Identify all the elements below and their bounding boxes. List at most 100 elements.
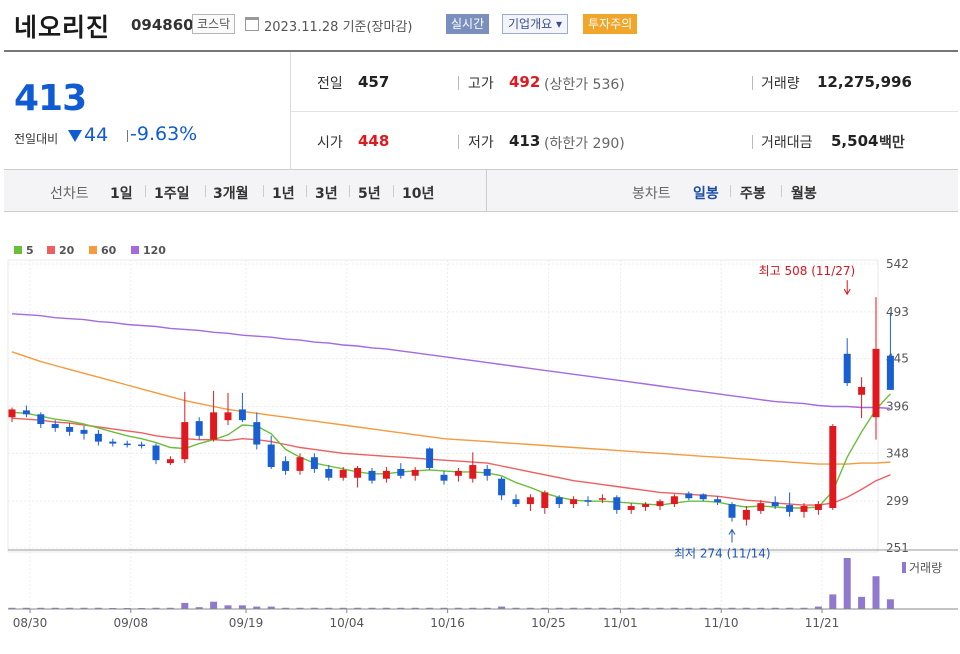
line-chart-label: 선차트 xyxy=(50,186,89,202)
candle-body xyxy=(253,422,261,445)
volume-bar xyxy=(267,606,275,609)
y-tick-label: 348 xyxy=(886,446,909,460)
volume-bar xyxy=(526,607,534,609)
tab-monthly[interactable]: 월봉 xyxy=(791,186,817,202)
tab-1d[interactable]: 1일 xyxy=(110,186,133,202)
volume-bar xyxy=(800,607,808,609)
stock-code: 094860 xyxy=(131,16,194,34)
tab-3m[interactable]: 3개월 xyxy=(213,186,249,202)
low-label: 저가 xyxy=(468,135,494,151)
chart-period-tabs: 선차트 1일 1주일 3개월 1년 3년 5년 10년 봉차트 일봉 주봉 월봉 xyxy=(4,170,958,212)
candle-body xyxy=(829,426,837,508)
lower-limit: (하한가 290) xyxy=(544,136,625,152)
candle-body xyxy=(627,506,635,510)
tab-weekly[interactable]: 주봉 xyxy=(740,186,766,202)
volume-bar xyxy=(886,599,894,609)
legend-swatch xyxy=(14,246,22,254)
ma5-line xyxy=(11,393,891,509)
price-summary: 413 전일대비 44 -9.63% 전일 457 고가 492 (상한가 53… xyxy=(4,50,958,170)
tab-3y[interactable]: 3년 xyxy=(315,186,338,202)
volume-bar xyxy=(512,607,520,609)
tab-1w[interactable]: 1주일 xyxy=(154,186,190,202)
ma120-line xyxy=(11,313,891,410)
tab-divider xyxy=(205,185,206,197)
candle-body xyxy=(94,433,102,442)
candle-body xyxy=(800,506,808,512)
chart-annotations: 최고 508 (11/27) 최저 274 (11/14) xyxy=(674,264,855,560)
tab-10y[interactable]: 10년 xyxy=(402,186,435,202)
high-value: 492 xyxy=(509,73,541,91)
candle-body xyxy=(886,355,894,390)
high-label: 고가 xyxy=(468,76,494,92)
volume-bar xyxy=(469,607,477,609)
x-tick-label: 10/16 xyxy=(430,616,465,630)
volume-bar xyxy=(210,601,218,609)
amount-unit: 백만 xyxy=(879,135,905,151)
legend-label: 60 xyxy=(101,244,117,257)
legend-swatch xyxy=(131,246,139,254)
volume-bar xyxy=(94,607,102,609)
candle-body xyxy=(498,478,506,496)
cell-separator xyxy=(458,76,459,90)
company-overview-dropdown[interactable]: 기업개요 ▾ xyxy=(502,14,568,34)
volume-bar xyxy=(714,607,722,609)
candle-body xyxy=(238,409,246,421)
tab-1y[interactable]: 1년 xyxy=(272,186,295,202)
candle-body xyxy=(757,503,765,511)
open-label: 시가 xyxy=(317,135,343,151)
y-tick-label: 542 xyxy=(886,257,909,271)
cell-separator xyxy=(752,76,753,90)
candles[interactable] xyxy=(8,297,894,526)
x-tick-label: 08/30 xyxy=(13,616,48,630)
y-tick-label: 493 xyxy=(886,305,909,319)
realtime-button[interactable]: 실시간 xyxy=(446,14,490,34)
volume-bar xyxy=(8,607,16,609)
candle-body xyxy=(670,496,678,505)
prev-close-label: 전일 xyxy=(317,76,343,92)
candle-body xyxy=(368,470,376,481)
volume-bar xyxy=(757,607,765,609)
candle-body xyxy=(152,445,160,461)
candle-body xyxy=(526,497,534,505)
tab-5y[interactable]: 5년 xyxy=(358,186,381,202)
candle-body xyxy=(382,470,390,479)
volume-bar xyxy=(354,607,362,609)
volume-bar xyxy=(642,607,650,609)
y-tick-label: 396 xyxy=(886,399,909,413)
x-tick-label: 11/21 xyxy=(805,616,840,630)
volume-bar xyxy=(195,607,203,609)
candle-body xyxy=(742,509,750,520)
volume-bar xyxy=(584,607,592,609)
y-tick-label: 251 xyxy=(886,541,909,555)
volume-bar xyxy=(66,607,74,609)
tab-divider xyxy=(263,185,264,197)
candle-body xyxy=(843,353,851,384)
candle-body xyxy=(8,409,16,418)
candle-body xyxy=(109,441,117,444)
volume-bar xyxy=(339,607,347,609)
tab-daily[interactable]: 일봉 xyxy=(693,186,719,202)
candle-body xyxy=(267,444,275,467)
candle-body xyxy=(51,424,59,428)
volume-bar xyxy=(872,576,880,609)
volume-bar xyxy=(411,607,419,609)
volume-bar xyxy=(728,607,736,609)
cell-separator xyxy=(752,135,753,149)
investment-warning-badge[interactable]: 투자주의 xyxy=(583,14,638,34)
volume-bar xyxy=(440,607,448,609)
candle-body xyxy=(454,470,462,476)
volume-bar xyxy=(613,607,621,609)
candle-body xyxy=(411,469,419,476)
candle-body xyxy=(570,499,578,505)
volume-bar xyxy=(37,607,45,609)
x-tick-label: 10/04 xyxy=(330,616,365,630)
ma20-line xyxy=(11,417,891,506)
tab-divider xyxy=(730,185,731,197)
tab-divider xyxy=(145,185,146,197)
cell-separator xyxy=(458,135,459,149)
candle-body xyxy=(22,410,30,415)
candle-body xyxy=(440,474,448,481)
moving-average-lines xyxy=(11,313,891,509)
prev-close-value: 457 xyxy=(358,73,390,91)
